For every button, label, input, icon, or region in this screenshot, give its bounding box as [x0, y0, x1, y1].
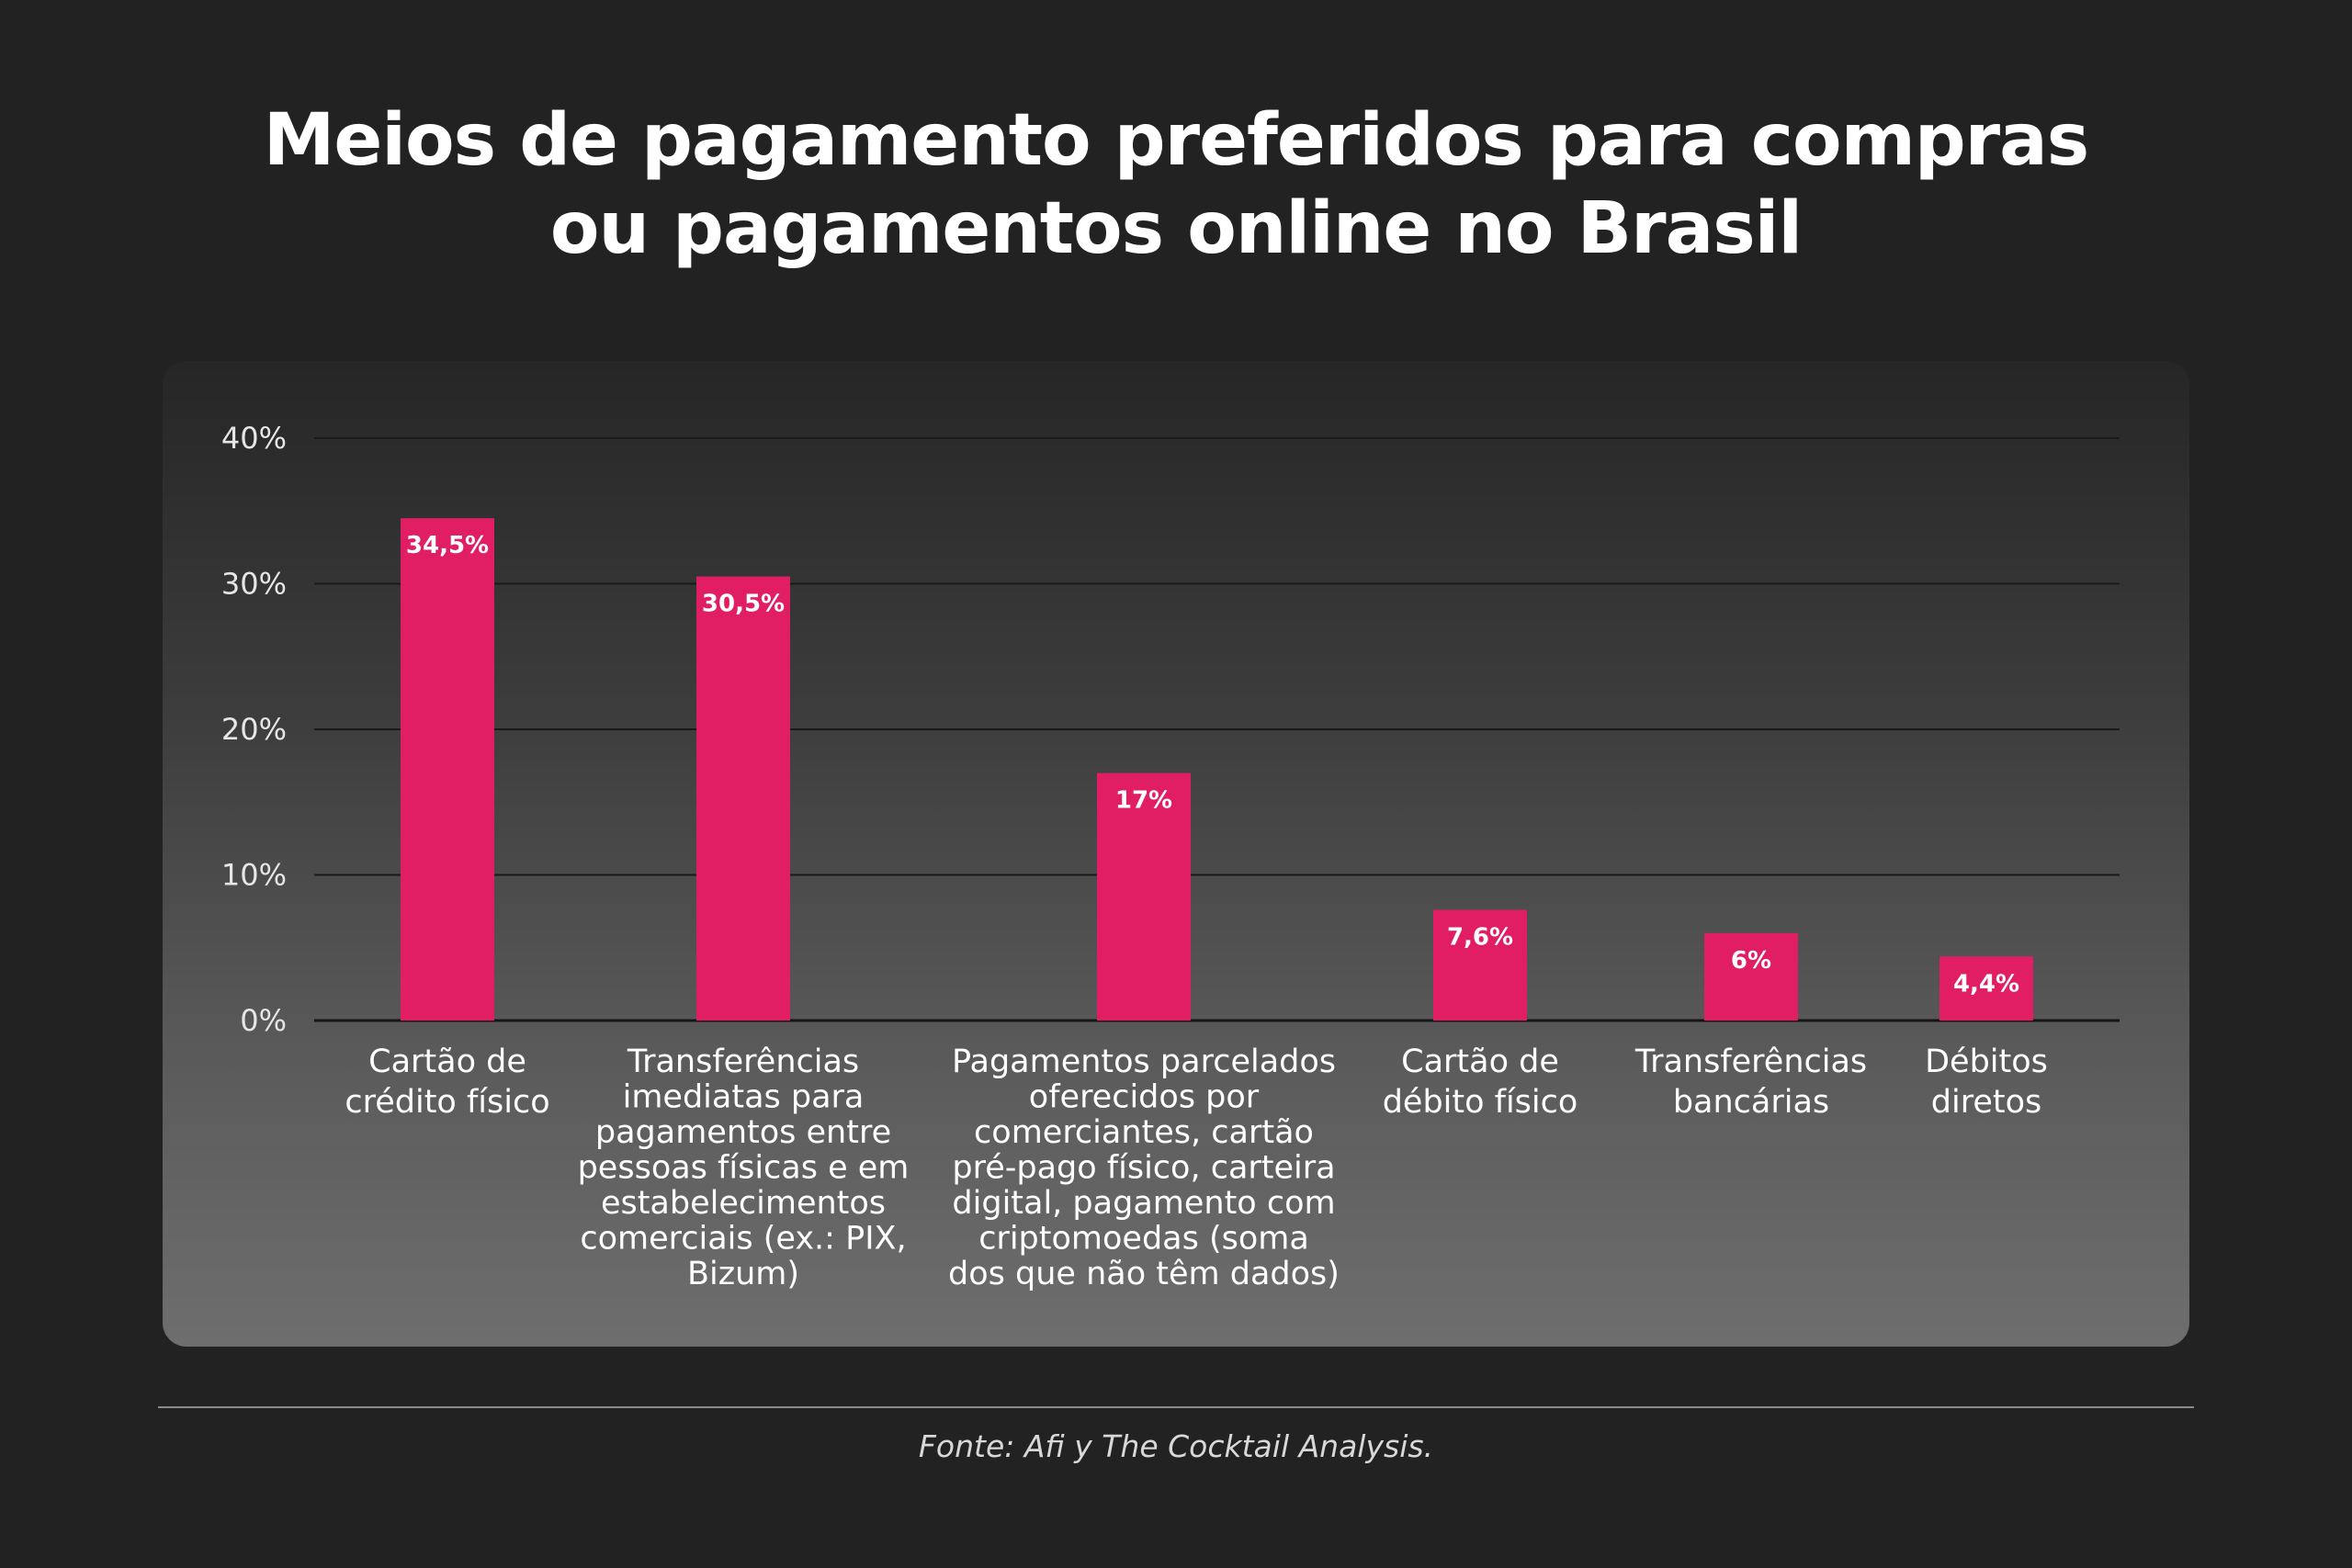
- y-tick-label: 20%: [221, 712, 287, 747]
- bar: [401, 518, 494, 1021]
- data-label: 17%: [1115, 787, 1172, 815]
- y-tick-label: 40%: [221, 421, 287, 456]
- bar: [1704, 932, 1798, 1021]
- x-tick-label: Débitos diretos: [1925, 1043, 2048, 1121]
- chart-title-line-1: Meios de pagamento preferidos para compr…: [263, 99, 2089, 182]
- y-tick-label: 30%: [221, 567, 287, 602]
- data-label: 4,4%: [1953, 970, 2019, 998]
- x-tick-label: Cartão de débito físico: [1383, 1043, 1578, 1121]
- chart-title: Meios de pagamento preferidos para compr…: [0, 96, 2352, 273]
- x-tick-label: Transferências bancárias: [1634, 1043, 1867, 1121]
- source-note: Fonte: Afi y The Cocktail Analysis.: [918, 1428, 1434, 1464]
- bar-chart: 0% 10% 20% 30% 40% 34,5% Cartão de crédito físi…: [221, 421, 2120, 1292]
- data-label: 30,5%: [702, 591, 785, 618]
- x-tick-label: Pagamentos parcelados oferecidos por comer…: [948, 1043, 1340, 1292]
- bar: [1433, 909, 1527, 1021]
- data-label: 7,6%: [1447, 924, 1513, 952]
- chart-panel: 0% 10% 20% 30% 40% 34,5% Cartão de crédito físi…: [163, 361, 2189, 1347]
- chart-title-line-2: ou pagamentos online no Brasil: [549, 187, 1803, 270]
- y-tick-label: 0%: [240, 1003, 287, 1038]
- data-label: 34,5%: [406, 532, 489, 559]
- y-tick-label: 10%: [221, 858, 287, 893]
- data-label: 6%: [1731, 947, 1771, 975]
- footer-divider: [158, 1406, 2194, 1408]
- bar: [696, 576, 790, 1021]
- x-tick-label: Transferências imediatas para pagamentos e…: [578, 1043, 910, 1292]
- bar: [1097, 773, 1191, 1021]
- x-tick-label: Cartão de crédito físico: [345, 1043, 549, 1121]
- bar: [1939, 956, 2033, 1021]
